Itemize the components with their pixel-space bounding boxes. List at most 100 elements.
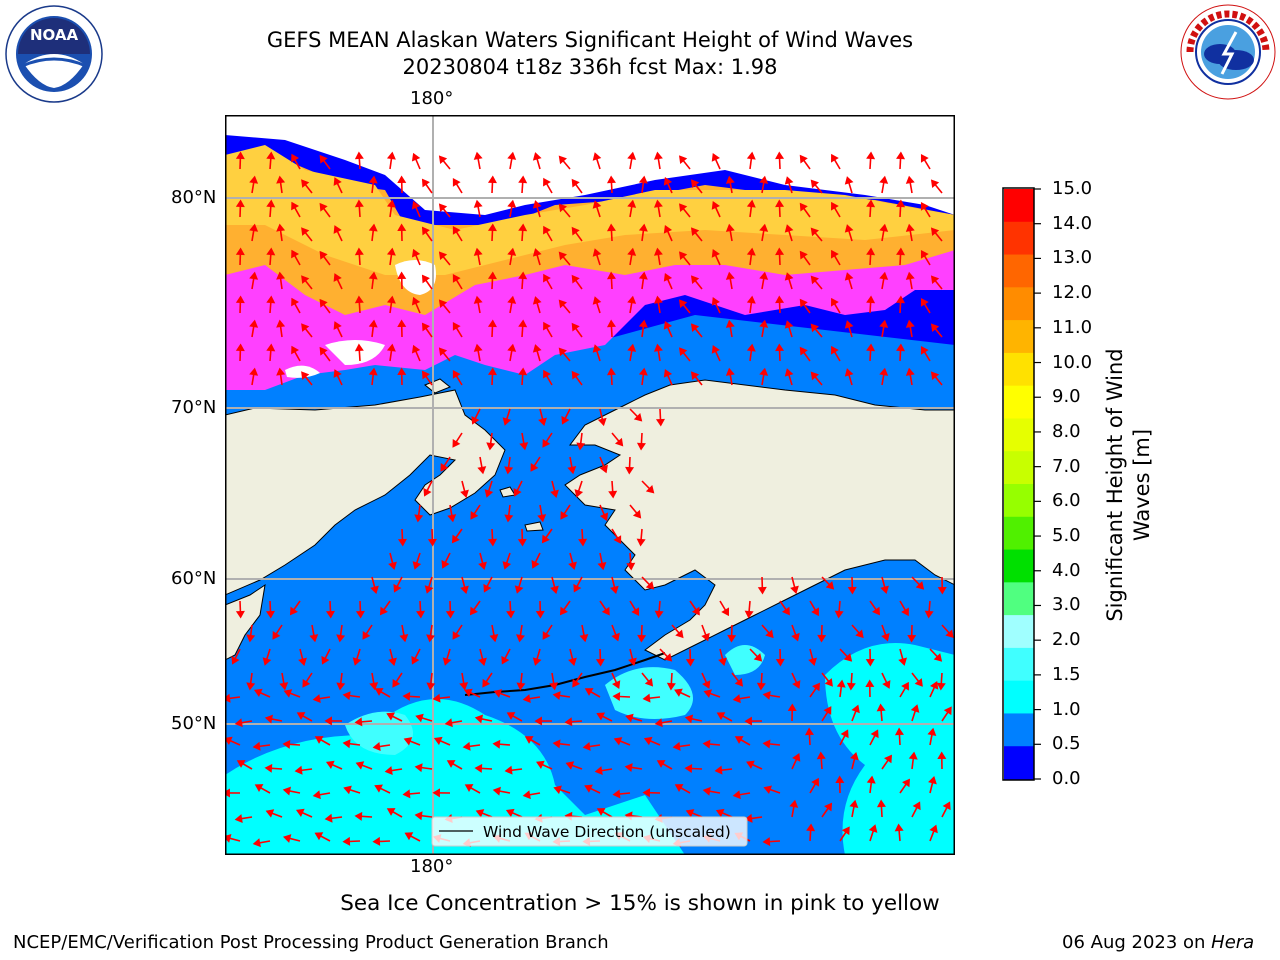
wind-wave-arrow-head — [937, 751, 947, 760]
wind-wave-arrow-head — [399, 634, 409, 643]
wind-wave-arrow-head — [765, 629, 774, 639]
wind-wave-arrow-head — [690, 323, 700, 333]
wind-wave-arrow-head — [319, 202, 328, 212]
wind-wave-arrow-head — [423, 487, 432, 497]
wind-wave-arrow-head — [691, 606, 700, 616]
wind-wave-arrow-head — [493, 689, 503, 698]
wind-wave-arrow-head — [571, 322, 580, 332]
wind-wave-arrow-head — [684, 714, 694, 724]
wind-wave-arrow-head — [894, 823, 904, 832]
wind-wave-arrow-head — [663, 653, 673, 662]
wind-wave-arrow-head — [756, 682, 766, 691]
wind-wave-arrow-head — [478, 561, 487, 570]
colorbar-tick-label: 5.0 — [1052, 525, 1081, 547]
wind-wave-arrow-head — [811, 777, 819, 787]
wind-wave-arrow-head — [823, 706, 832, 715]
wind-wave-arrow-head — [930, 179, 940, 189]
wind-wave-arrow-head — [759, 175, 769, 184]
wind-wave-arrow-head — [865, 658, 875, 667]
wind-wave-arrow-head — [568, 561, 577, 570]
wind-wave-arrow-head — [550, 489, 559, 498]
footer-date: 06 Aug 2023 on Hera — [1062, 932, 1254, 953]
wind-wave-arrow-head — [411, 655, 420, 665]
wind-wave-arrow-head — [849, 799, 859, 808]
wind-wave-arrow-head — [834, 610, 844, 619]
wind-wave-arrow-head — [744, 716, 753, 726]
wind-wave-arrow-head — [404, 832, 414, 841]
wind-wave-arrow-head — [372, 836, 381, 846]
wind-wave-arrow-head — [560, 510, 569, 520]
wind-wave-arrow-head — [784, 176, 794, 185]
wind-wave-arrow-head — [653, 247, 663, 256]
wind-wave-arrow-head — [542, 631, 551, 640]
wind-wave-arrow-head — [703, 689, 713, 698]
lat-label-70: 70°N — [171, 397, 217, 418]
wind-wave-arrow-head — [876, 703, 886, 712]
wind-wave-arrow-head — [421, 226, 430, 236]
wind-wave-arrow-head — [816, 751, 826, 760]
wind-wave-arrow-head — [502, 561, 512, 570]
colorbar-tick-label: 0.0 — [1052, 768, 1081, 789]
colorbar-segment — [1004, 680, 1034, 714]
wind-wave-arrow-head — [424, 585, 434, 594]
wind-wave-arrow-head — [362, 631, 371, 640]
wind-wave-arrow-head — [775, 199, 785, 208]
wind-wave-arrow-head — [393, 583, 402, 593]
wind-wave-arrow-head — [336, 634, 346, 643]
wind-wave-arrow-head — [627, 247, 637, 256]
wind-wave-arrow-head — [759, 367, 769, 376]
wind-wave-arrow-head — [784, 320, 794, 329]
colorbar-tick-label: 8.0 — [1052, 420, 1081, 442]
colorbar-segment — [1004, 189, 1034, 223]
wind-wave-arrow-head — [930, 371, 940, 381]
wind-wave-arrow-head — [810, 371, 819, 381]
wind-wave-arrow-head — [592, 296, 602, 305]
wind-wave-arrow-head — [438, 347, 448, 357]
wind-wave-arrow-head — [506, 610, 516, 619]
wind-wave-arrow-head — [488, 538, 498, 547]
wind-wave-arrow-head — [354, 199, 364, 208]
wind-wave-arrow-head — [582, 742, 591, 751]
wind-wave-arrow-head — [896, 295, 906, 304]
wind-wave-arrow-head — [592, 200, 602, 209]
wind-wave-arrow-head — [452, 226, 461, 235]
wind-wave-arrow-head — [296, 712, 306, 721]
wind-wave-arrow-head — [314, 832, 324, 841]
wind-wave-arrow-head — [543, 369, 551, 379]
map-legend: Wind Wave Direction (unscaled) — [431, 816, 748, 847]
wind-wave-arrow-head — [592, 248, 602, 257]
colorbar-segment — [1004, 549, 1034, 583]
wind-wave-arrow-head — [645, 581, 655, 590]
wind-wave-arrow-head — [426, 682, 436, 691]
wind-wave-arrow-head — [573, 583, 582, 593]
colorbar-tick-label: 14.0 — [1052, 212, 1093, 234]
footer-machine: Hera — [1211, 932, 1255, 953]
wind-wave-arrow-head — [276, 175, 286, 184]
wind-wave-arrow-head — [609, 585, 619, 595]
wind-wave-arrow-head — [633, 413, 643, 422]
colorbar-segment — [1004, 221, 1034, 256]
wind-wave-arrow-head — [702, 680, 711, 689]
wind-wave-arrow-head — [386, 712, 395, 721]
wind-wave-arrow-head — [711, 345, 720, 354]
wind-wave-arrow-head — [642, 788, 651, 798]
wind-wave-arrow-head — [625, 713, 634, 723]
wind-wave-arrow-head — [933, 653, 943, 662]
wind-wave-arrow-head — [579, 634, 589, 643]
wind-wave-arrow-head — [905, 271, 915, 280]
wind-wave-arrow-head — [674, 688, 683, 697]
wind-wave-arrow-head — [601, 606, 610, 616]
wind-wave-arrow-head — [492, 739, 501, 749]
wind-wave-arrow-head — [325, 760, 335, 770]
wind-wave-arrow-head — [711, 201, 720, 210]
wind-wave-arrow-head — [415, 713, 424, 723]
wind-wave-arrow-head — [644, 677, 654, 687]
wind-wave-arrow-head — [541, 534, 550, 544]
wind-wave-arrow-head — [781, 606, 790, 616]
colorbar-segment — [1004, 582, 1034, 616]
wind-wave-arrow-head — [342, 836, 351, 846]
wind-wave-arrow-head — [452, 178, 461, 187]
wind-wave-arrow-head — [884, 754, 892, 764]
colorbar-tick-label: 15.0 — [1052, 178, 1093, 199]
legend-text: Wind Wave Direction (unscaled) — [483, 823, 731, 841]
